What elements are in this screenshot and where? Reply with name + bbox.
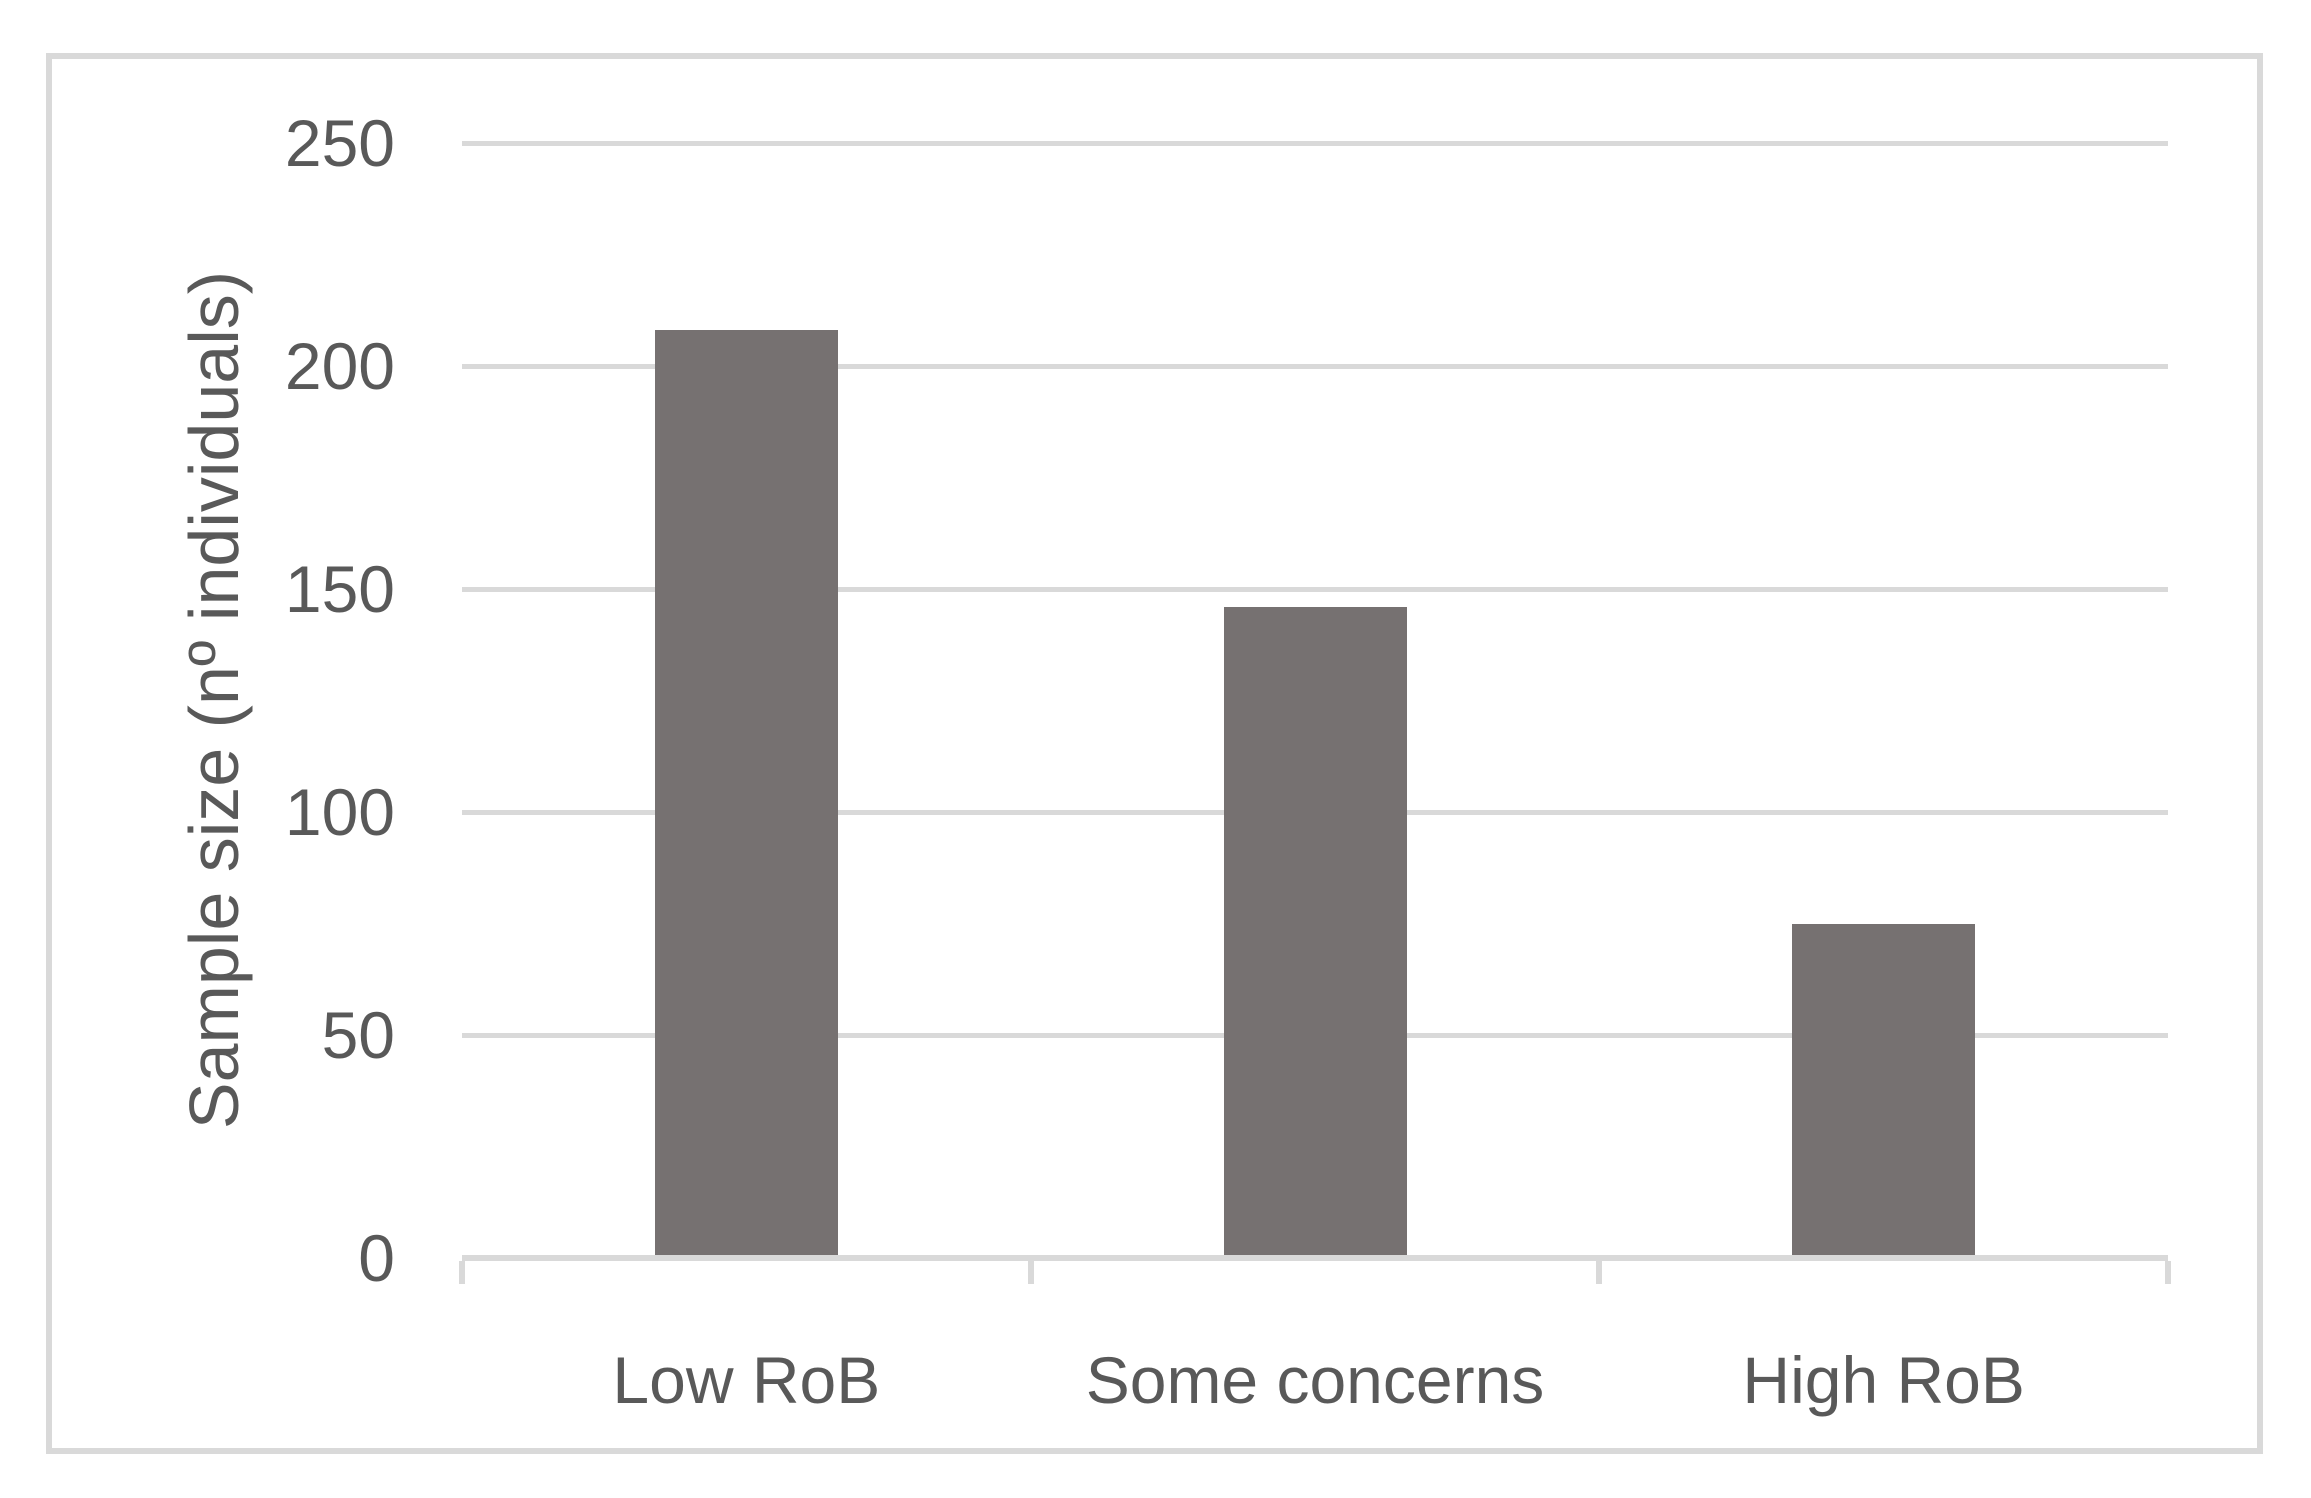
x-axis-tick-0 xyxy=(459,1261,465,1284)
x-category-label-2: Some concerns xyxy=(1085,1343,1545,1417)
gridline-y150 xyxy=(462,586,2168,592)
x-category-label-1: Low RoB xyxy=(612,1343,881,1417)
bar-high-rob xyxy=(1792,923,1976,1258)
x-axis-tick-3 xyxy=(2165,1261,2171,1284)
x-axis-tick-2 xyxy=(1596,1261,1603,1284)
bar-some-concerns xyxy=(1223,606,1407,1258)
y-tick-label-200: 200 xyxy=(284,329,395,403)
x-axis-line xyxy=(462,1255,2168,1261)
x-axis-tick-1 xyxy=(1027,1261,1034,1284)
y-tick-label-100: 100 xyxy=(284,775,395,849)
y-tick-label-250: 250 xyxy=(284,106,395,180)
x-category-label-3: High RoB xyxy=(1742,1343,2025,1417)
bar-low-rob xyxy=(654,330,838,1258)
gridline-y200 xyxy=(462,363,2168,369)
y-tick-label-0: 0 xyxy=(358,1221,395,1295)
gridline-y250 xyxy=(462,140,2168,146)
y-tick-label-150: 150 xyxy=(284,552,395,626)
y-tick-label-50: 50 xyxy=(321,998,395,1072)
